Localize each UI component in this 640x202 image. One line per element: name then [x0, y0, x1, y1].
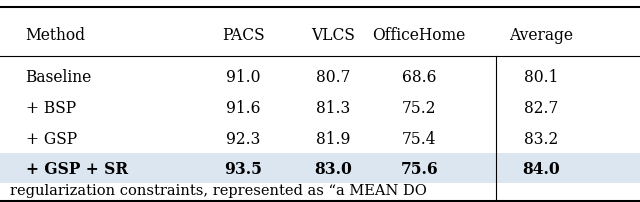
Text: 91.6: 91.6 — [226, 100, 260, 117]
Text: + GSP: + GSP — [26, 131, 77, 148]
Bar — [0, 153, 640, 183]
Text: + BSP: + BSP — [26, 100, 76, 117]
Text: 75.6: 75.6 — [401, 161, 438, 178]
Text: 81.9: 81.9 — [316, 131, 350, 148]
Text: 80.1: 80.1 — [524, 69, 558, 86]
Text: Average: Average — [509, 27, 573, 44]
Text: 75.4: 75.4 — [402, 131, 436, 148]
Text: OfficeHome: OfficeHome — [372, 27, 466, 44]
Text: VLCS: VLCS — [311, 27, 355, 44]
Text: 80.7: 80.7 — [316, 69, 350, 86]
Text: 92.3: 92.3 — [226, 131, 260, 148]
Text: Baseline: Baseline — [26, 69, 92, 86]
Text: PACS: PACS — [222, 27, 264, 44]
Text: 93.5: 93.5 — [224, 161, 262, 178]
Text: 91.0: 91.0 — [226, 69, 260, 86]
Text: 82.7: 82.7 — [524, 100, 558, 117]
Text: 75.2: 75.2 — [402, 100, 436, 117]
Text: + GSP + SR: + GSP + SR — [26, 161, 128, 178]
Text: 68.6: 68.6 — [402, 69, 436, 86]
Text: regularization constraints, represented as “a MEAN DO: regularization constraints, represented … — [10, 184, 426, 198]
Text: 83.0: 83.0 — [314, 161, 352, 178]
Text: Method: Method — [26, 27, 86, 44]
Text: 81.3: 81.3 — [316, 100, 350, 117]
Text: 83.2: 83.2 — [524, 131, 558, 148]
Text: 84.0: 84.0 — [522, 161, 559, 178]
